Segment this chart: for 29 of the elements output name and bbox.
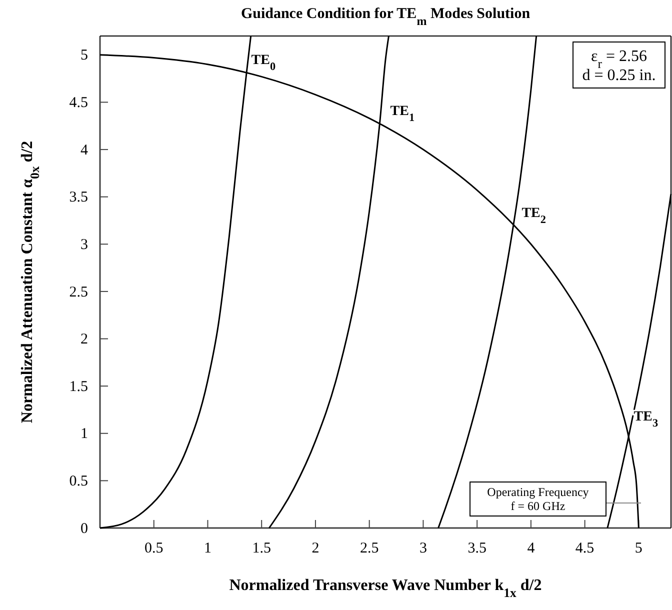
annotation: TE$_{1}$ — [390, 104, 415, 124]
x-tick-label: 2.5 — [360, 540, 379, 557]
y-tick-label: 4.5 — [69, 95, 88, 112]
y-tick-label: 2.5 — [69, 284, 88, 300]
x-tick-label: 3 — [419, 540, 427, 557]
y-tick-label: 2 — [80, 332, 88, 348]
annotation: TE$_{2}$ — [522, 206, 546, 226]
y-tick-label: 4 — [80, 142, 88, 158]
y-tick-label: 1.5 — [69, 378, 88, 395]
x-tick-label: 5 — [634, 540, 642, 557]
y-tick-label: 3.5 — [69, 190, 88, 206]
x-axis-title: Normalized Transverse Wave Number k$_{1x}$ d/2 — [229, 577, 542, 600]
y-tick-label: 3 — [80, 236, 88, 253]
y-tick-label: 0.5 — [69, 473, 88, 490]
x-tick-label: 3.5 — [468, 540, 486, 557]
y-tick-label: 1 — [80, 426, 88, 442]
annotation: TE$_{0}$ — [251, 52, 276, 73]
annotation: TE$_{3}$ — [634, 410, 658, 430]
annotation: ε$_{r}$ = 2.56 d = 0.25 in. — [582, 48, 656, 84]
chart-title: Guidance Condition for TE$_{m}$ Modes Solution — [240, 6, 531, 28]
y-tick-label: 0 — [80, 520, 88, 537]
x-tick-label: 1.5 — [252, 540, 271, 557]
x-tick-label: 1 — [204, 540, 212, 557]
x-tick-label: 4.5 — [575, 540, 594, 557]
x-tick-label: 0.5 — [144, 540, 164, 557]
y-tick-label: 5 — [80, 48, 88, 64]
x-tick-label: 4 — [527, 540, 536, 557]
x-tick-label: 2 — [312, 540, 320, 557]
annotation: Operating Frequency f = 60 GHz — [487, 485, 589, 513]
